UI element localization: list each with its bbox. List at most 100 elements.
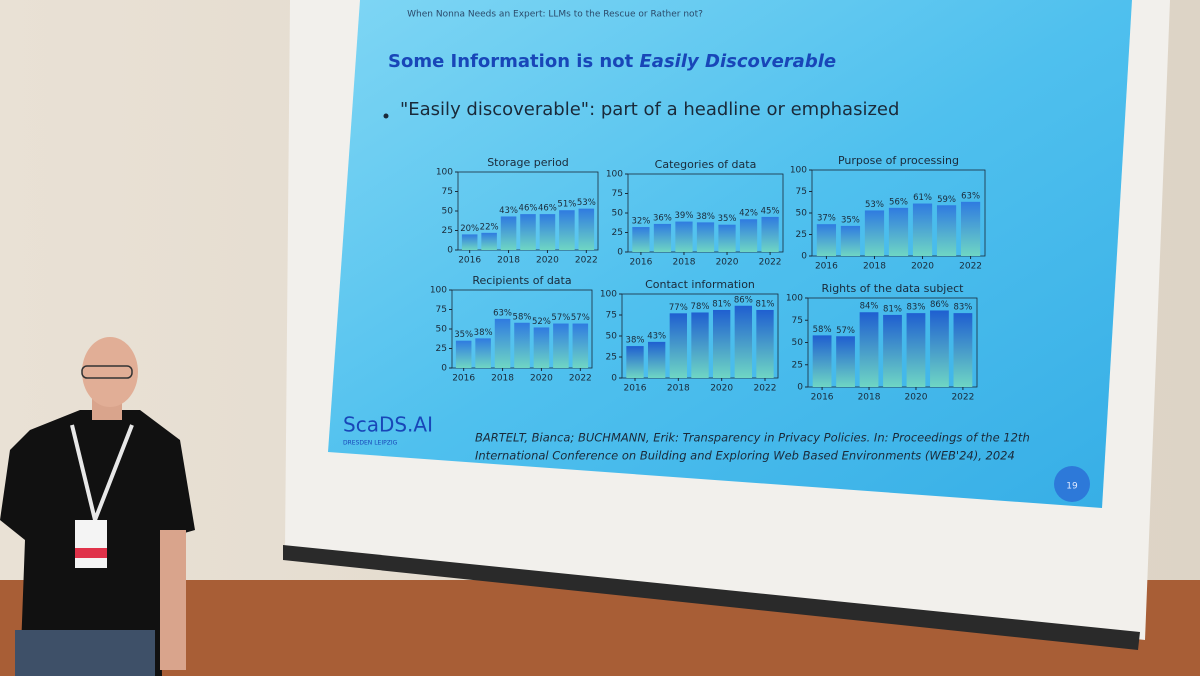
x-tick-label: 2022 bbox=[569, 374, 592, 384]
value-label: 43% bbox=[647, 331, 666, 341]
y-tick-label: 75 bbox=[792, 316, 803, 326]
value-label: 35% bbox=[718, 214, 737, 224]
value-label: 38% bbox=[474, 328, 493, 338]
value-label: 46% bbox=[519, 204, 538, 214]
chart: Rights of the data subject 0 25 50 75 100 2016… bbox=[786, 282, 978, 403]
bar bbox=[475, 338, 491, 368]
badge bbox=[75, 520, 107, 568]
chart: Purpose of processing 0 25 50 75 100 2016 2018 2… bbox=[790, 154, 986, 272]
y-tick-label: 100 bbox=[436, 168, 453, 178]
x-tick-label: 2018 bbox=[491, 374, 514, 384]
bar bbox=[718, 224, 736, 252]
bar bbox=[840, 225, 861, 256]
bar bbox=[494, 318, 511, 368]
y-tick-label: 0 bbox=[611, 374, 617, 384]
x-tick-label: 2016 bbox=[811, 393, 834, 403]
bar bbox=[648, 341, 666, 378]
value-label: 84% bbox=[860, 302, 879, 312]
value-label: 22% bbox=[480, 222, 499, 232]
y-tick-label: 100 bbox=[606, 170, 623, 180]
bar bbox=[812, 335, 832, 387]
bar bbox=[632, 227, 650, 252]
bar bbox=[481, 232, 497, 250]
value-label: 63% bbox=[961, 191, 980, 201]
bar bbox=[906, 313, 926, 387]
y-tick-label: 0 bbox=[447, 246, 453, 256]
bar bbox=[739, 219, 758, 252]
y-tick-label: 50 bbox=[436, 325, 448, 335]
y-tick-label: 75 bbox=[606, 311, 617, 321]
chart-title: Storage period bbox=[487, 156, 569, 169]
bar bbox=[734, 305, 752, 378]
value-label: 58% bbox=[513, 312, 532, 322]
bar bbox=[864, 210, 885, 256]
arm bbox=[160, 530, 186, 670]
y-tick-label: 0 bbox=[441, 364, 447, 374]
x-tick-label: 2016 bbox=[452, 374, 475, 384]
value-label: 42% bbox=[739, 209, 758, 219]
title-italic: Easily Discoverable bbox=[640, 51, 837, 72]
y-tick-label: 50 bbox=[612, 209, 624, 219]
bar bbox=[514, 322, 530, 368]
bar bbox=[559, 210, 575, 250]
x-tick-label: 2016 bbox=[815, 262, 838, 272]
bar bbox=[756, 309, 774, 378]
bar bbox=[653, 223, 672, 252]
y-tick-label: 0 bbox=[617, 248, 623, 258]
jeans bbox=[15, 630, 155, 676]
value-label: 43% bbox=[499, 206, 518, 216]
chart: Contact information 0 25 50 75 100 2016 2018 202… bbox=[600, 278, 779, 394]
value-label: 57% bbox=[571, 313, 590, 323]
bullet-text: "Easily discoverable": part of a headlin… bbox=[400, 99, 899, 120]
value-label: 81% bbox=[883, 304, 902, 314]
logo: ScaDS.AI bbox=[343, 413, 433, 437]
value-label: 58% bbox=[813, 325, 832, 335]
value-label: 38% bbox=[696, 212, 715, 222]
value-label: 53% bbox=[865, 200, 884, 210]
bar bbox=[520, 214, 536, 250]
x-tick-label: 2020 bbox=[911, 262, 934, 272]
bar bbox=[578, 208, 595, 250]
bar bbox=[859, 312, 879, 387]
y-tick-label: 100 bbox=[600, 290, 617, 300]
value-label: 57% bbox=[836, 326, 855, 336]
y-tick-label: 50 bbox=[606, 332, 618, 342]
bar bbox=[816, 224, 837, 256]
x-tick-label: 2016 bbox=[458, 256, 481, 266]
value-label: 83% bbox=[907, 303, 926, 313]
value-label: 38% bbox=[626, 336, 645, 346]
value-label: 83% bbox=[953, 303, 972, 313]
bar bbox=[461, 234, 478, 250]
x-tick-label: 2020 bbox=[530, 374, 553, 384]
chart: Storage period 0 25 50 75 100 2016 2018 2020 2022… bbox=[436, 156, 599, 266]
chart-title: Rights of the data subject bbox=[822, 282, 965, 295]
bar bbox=[553, 323, 569, 368]
y-tick-label: 25 bbox=[436, 344, 447, 354]
bar bbox=[455, 340, 472, 368]
bar bbox=[930, 310, 949, 387]
value-label: 57% bbox=[551, 313, 570, 323]
x-tick-label: 2020 bbox=[536, 256, 559, 266]
x-tick-label: 2018 bbox=[863, 262, 886, 272]
bar bbox=[500, 216, 517, 250]
bar bbox=[953, 313, 973, 387]
value-label: 81% bbox=[756, 299, 775, 309]
bar bbox=[713, 309, 731, 378]
y-tick-label: 25 bbox=[612, 228, 623, 238]
y-tick-label: 100 bbox=[786, 294, 803, 304]
citation-line: International Conference on Building and… bbox=[475, 449, 1015, 463]
chart: Recipients of data 0 25 50 75 100 2016 2018 2020… bbox=[430, 274, 593, 384]
y-tick-label: 50 bbox=[792, 338, 804, 348]
bar bbox=[912, 203, 933, 256]
value-label: 78% bbox=[691, 302, 710, 312]
value-label: 56% bbox=[889, 197, 908, 207]
y-tick-label: 100 bbox=[790, 166, 807, 176]
slide-title: Some Information is not Easily Discovera… bbox=[388, 51, 836, 72]
head bbox=[82, 337, 138, 407]
chart-title: Purpose of processing bbox=[838, 154, 959, 167]
bullet-dot bbox=[383, 113, 389, 119]
x-tick-label: 2018 bbox=[667, 384, 690, 394]
value-label: 36% bbox=[653, 213, 672, 223]
x-tick-label: 2020 bbox=[710, 384, 733, 394]
